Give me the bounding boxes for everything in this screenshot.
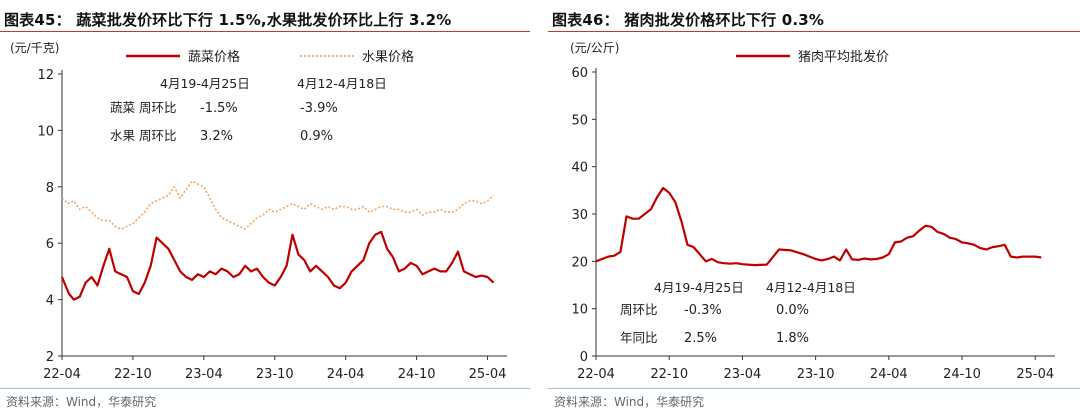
y-tick-label: 30 [571, 208, 588, 223]
title-divider [0, 31, 530, 32]
table-value: 2.5% [684, 331, 717, 346]
table-row-label: 蔬菜 周环比 [110, 100, 176, 115]
y-tick-label: 40 [571, 161, 588, 176]
y-tick-label: 50 [571, 113, 588, 128]
legend-label: 蔬菜价格 [188, 49, 240, 65]
y-tick-label: 60 [571, 66, 588, 81]
chart-panel-veg: 图表45： 蔬菜批发价环比下行 1.5%,水果批发价环比上行 3.2% (元/千… [0, 0, 530, 415]
series-line-1 [61, 180, 495, 230]
table-header: 4月19-4月25日 [654, 280, 744, 295]
y-tick-label: 20 [571, 255, 588, 270]
x-tick-label: 22-10 [650, 367, 688, 382]
table-value: 3.2% [200, 129, 233, 144]
x-tick-label: 22-04 [43, 367, 81, 382]
x-tick-label: 24-10 [398, 367, 436, 382]
x-tick-label: 25-04 [1016, 367, 1054, 382]
table-header: 4月12-4月18日 [766, 280, 856, 295]
table-header: 4月12-4月18日 [297, 76, 387, 91]
y-tick-label: 2 [46, 350, 54, 365]
y-tick-label: 0 [580, 350, 588, 365]
x-tick-label: 23-04 [185, 367, 223, 382]
y-axis-unit: (元/千克) [10, 41, 59, 55]
x-tick-label: 24-10 [943, 367, 981, 382]
table-row-label: 周环比 [620, 302, 658, 317]
source-note: 资料来源：Wind，华泰研究 [6, 395, 157, 409]
series-line-0 [595, 186, 1042, 267]
y-tick-label: 4 [46, 294, 54, 309]
y-tick-label: 12 [37, 68, 54, 83]
table-header: 4月19-4月25日 [160, 76, 250, 91]
y-tick-label: 8 [46, 181, 54, 196]
table-row-label: 水果 周环比 [110, 128, 176, 143]
x-tick-label: 24-04 [870, 367, 908, 382]
y-tick-label: 10 [571, 303, 588, 318]
x-tick-label: 22-04 [577, 367, 615, 382]
chart-title: 图表46： 猪肉批发价格环比下行 0.3% [552, 11, 825, 29]
title-divider [548, 31, 1080, 32]
table-value: -3.9% [300, 101, 338, 116]
legend-label: 猪肉平均批发价 [798, 49, 889, 65]
table-value: 0.9% [300, 129, 333, 144]
table-row-label: 年同比 [620, 330, 658, 345]
x-tick-label: 22-10 [114, 367, 152, 382]
series-line-0 [60, 230, 495, 301]
y-tick-label: 6 [46, 237, 54, 252]
chart-panel-pork: 图表46： 猪肉批发价格环比下行 0.3% (元/公斤) 0 10 20 30 40 50 6… [548, 0, 1080, 415]
x-tick-label: 25-04 [469, 367, 507, 382]
table-value: -0.3% [684, 303, 722, 318]
x-tick-label: 23-04 [724, 367, 762, 382]
source-note: 资料来源：Wind，华泰研究 [554, 395, 705, 409]
x-tick-label: 24-04 [327, 367, 365, 382]
x-tick-label: 23-10 [256, 367, 294, 382]
table-value: 1.8% [776, 331, 809, 346]
y-axis-unit: (元/公斤) [570, 41, 619, 55]
table-value: 0.0% [776, 303, 809, 318]
chart-pork: (元/公斤) 0 10 20 30 40 50 60 22-04 22-10 23-04 23-10 2… [570, 41, 1055, 382]
bottom-divider [548, 388, 1080, 389]
bottom-divider [0, 388, 530, 389]
table-value: -1.5% [200, 101, 238, 116]
chart-title: 图表45： 蔬菜批发价环比下行 1.5%,水果批发价环比上行 3.2% [4, 11, 452, 29]
y-tick-label: 10 [37, 124, 54, 139]
x-tick-label: 23-10 [797, 367, 835, 382]
chart-veg: (元/千克) 2 4 6 8 10 12 22-04 22-10 23-04 23-10 24-04 2… [10, 41, 507, 382]
legend-label: 水果价格 [362, 49, 414, 65]
